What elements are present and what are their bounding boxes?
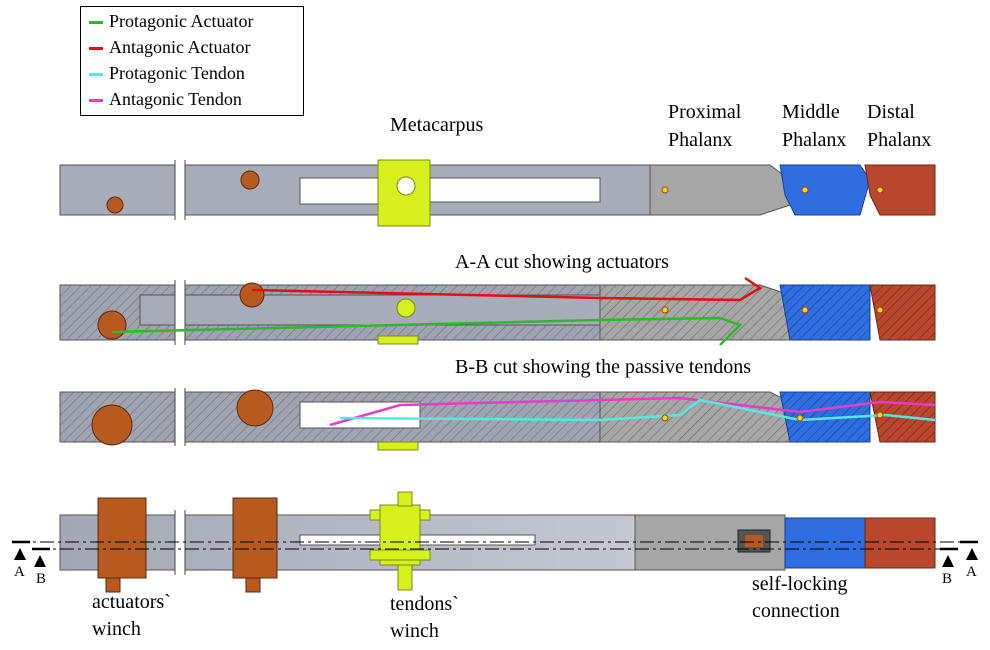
section-b-right-label: B (942, 571, 953, 587)
actuator-winch-gear (239, 282, 265, 308)
distal-label-line1: Distal (867, 101, 915, 123)
section-a-right-label: A (966, 564, 977, 580)
side-view (59, 159, 936, 227)
winch-gear (106, 196, 124, 214)
actuator-winch-gear (97, 310, 127, 340)
middle-section (779, 284, 871, 341)
winch-disc (91, 404, 133, 446)
slot (299, 177, 381, 205)
legend-label: Protagonic Tendon (109, 63, 245, 83)
middle-top (784, 517, 866, 569)
middle-label-line1: Middle (782, 101, 840, 123)
legend-item: Antagonic Tendon (89, 87, 242, 111)
legend-swatch-protagonic-actuator (89, 21, 103, 25)
legend-label: Protagonic Actuator (109, 11, 254, 31)
antagonic-tendon-line (329, 396, 936, 427)
actuators-winch-label-line1: actuators` (92, 591, 171, 613)
legend-item: Protagonic Actuator (89, 9, 253, 33)
actuators-winch-top (97, 497, 147, 579)
proximal-phalanx-side (649, 164, 791, 216)
joint-pin (876, 186, 884, 194)
bb-cut-label: B-B cut showing the passive tendons (455, 356, 752, 378)
aa-cut-view (59, 276, 936, 346)
middle-section (779, 391, 871, 443)
antagonic-actuator-line (251, 276, 763, 302)
winch-gear (240, 170, 260, 190)
legend-swatch-antagonic-tendon (89, 99, 103, 103)
winch-disc (236, 389, 274, 427)
self-locking-label-line1: self-locking (752, 573, 848, 595)
bb-cut-view (59, 388, 936, 451)
distal-top (864, 517, 936, 569)
actuators-winch-label-line2: winch (92, 618, 141, 640)
metacarpus-label: Metacarpus (390, 114, 484, 136)
legend-label: Antagonic Tendon (109, 89, 242, 109)
proximal-label-line2: Phalanx (668, 129, 733, 151)
aa-cut-label: A-A cut showing actuators (455, 251, 669, 273)
protagonic-actuator-line (111, 316, 743, 346)
proximal-label-line1: Proximal (668, 101, 742, 123)
middle-phalanx-side (779, 164, 871, 216)
legend-swatch-protagonic-tendon (89, 73, 103, 77)
distal-phalanx-side (864, 164, 936, 216)
legend-box: Protagonic Actuator Antagonic Actuator P… (80, 6, 304, 116)
protagonic-tendon-line (339, 398, 936, 422)
section-b-left-label: B (36, 571, 47, 587)
middle-label-line2: Phalanx (782, 129, 847, 151)
top-view (12, 491, 978, 593)
joint-pin (661, 186, 669, 194)
tendons-winch-label-line2: winch (390, 620, 439, 642)
tendons-winch-label-line1: tendons` (390, 593, 459, 615)
distal-label-line2: Phalanx (867, 129, 932, 151)
break-gap (175, 160, 185, 220)
joint-pin (801, 186, 809, 194)
section-a-left-label: A (14, 564, 25, 580)
legend-swatch-antagonic-actuator (89, 47, 103, 51)
distal-section (869, 284, 936, 341)
legend-label: Antagonic Actuator (109, 37, 251, 57)
slot (419, 177, 601, 203)
proximal-section (599, 284, 791, 341)
legend-item: Antagonic Actuator (89, 35, 250, 59)
self-locking-label-line2: connection (752, 600, 840, 622)
legend-item: Protagonic Tendon (89, 61, 245, 85)
